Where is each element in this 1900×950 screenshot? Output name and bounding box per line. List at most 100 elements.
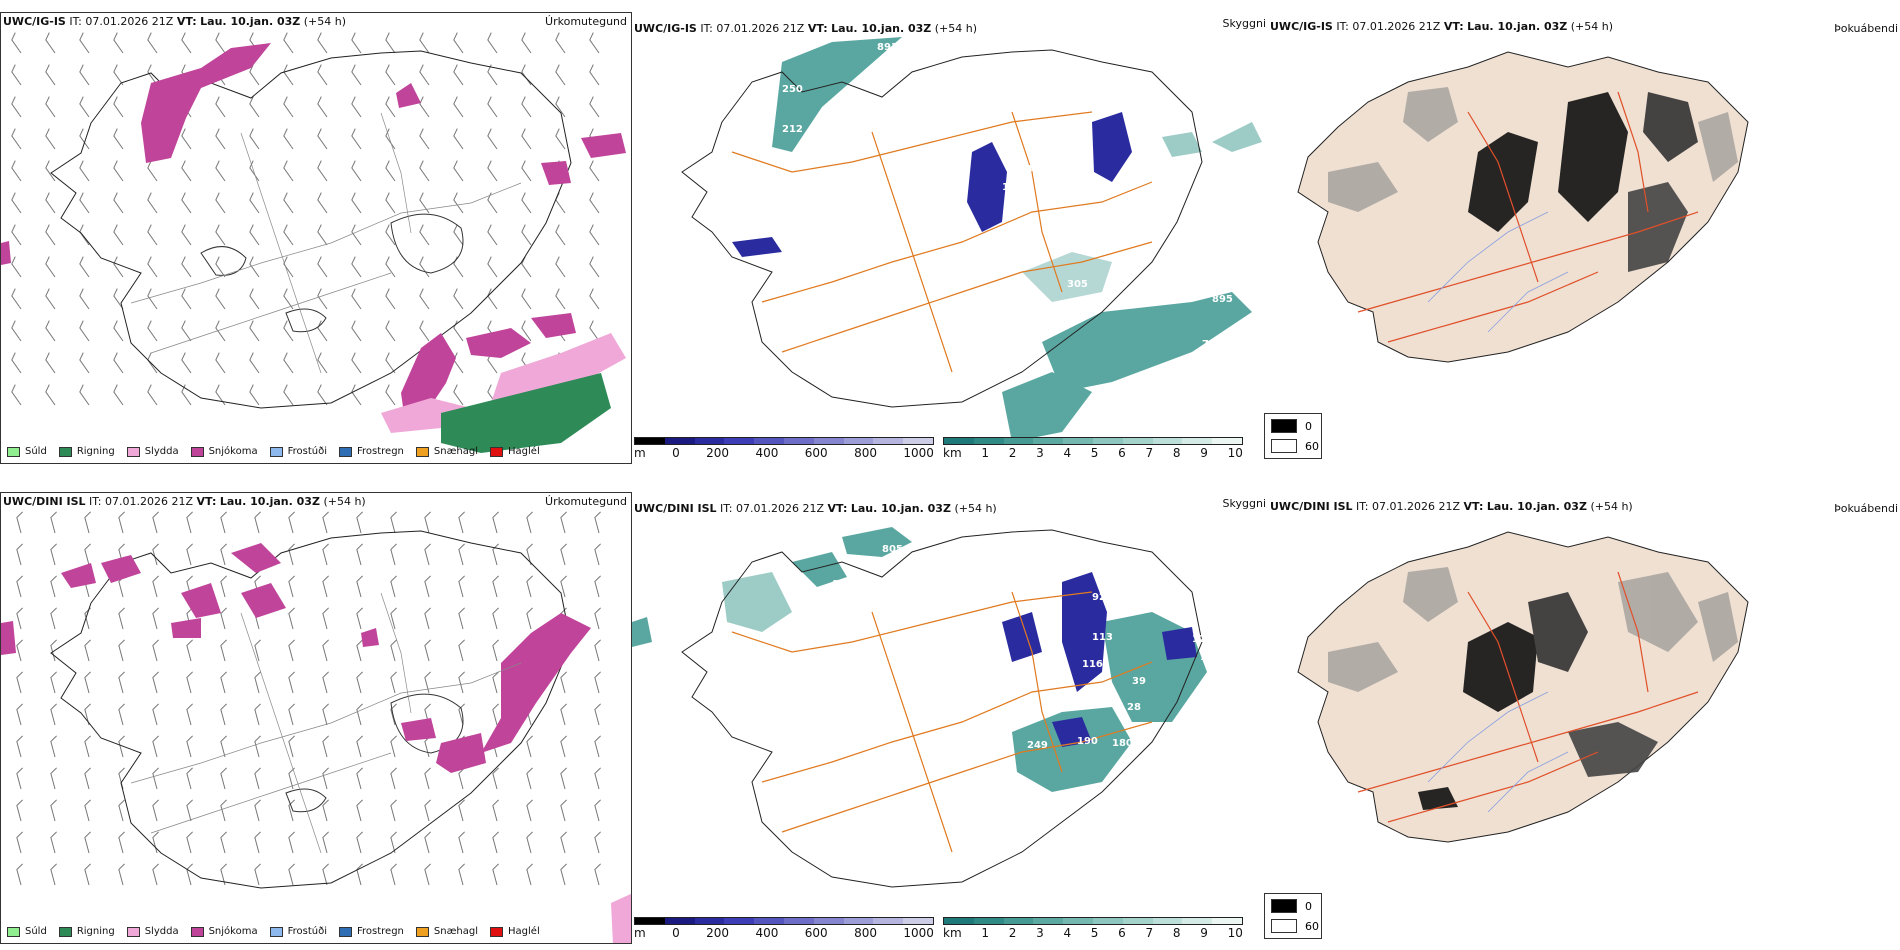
wind-barb (283, 192, 294, 214)
wind-barb (351, 320, 362, 342)
wind-barb (453, 224, 464, 246)
wind-barb (186, 543, 193, 566)
wind-barb (79, 256, 90, 278)
wind-barb (181, 32, 192, 54)
wind-barb (560, 511, 567, 534)
wind-barb (385, 256, 396, 278)
visibility-map: 891 250 212 115 16 124 118 786 305 895 77 12 (681, 37, 1262, 442)
wind-barb (50, 831, 57, 854)
precip-panel-row1: UWC/IG-IS IT: 07.01.2026 21Z VT: Lau. 10… (0, 12, 632, 464)
wind-barb (288, 767, 295, 790)
wind-barb (50, 607, 57, 630)
wind-barb (50, 671, 57, 694)
scale-swatch (973, 918, 1004, 924)
visibility-scale: km 1 2 3 4 5 6 7 8 9 10 (943, 437, 1243, 460)
wind-barb (186, 767, 193, 790)
scale-swatch (635, 438, 665, 444)
wind-barb (152, 671, 159, 694)
wind-barb (458, 799, 465, 822)
visibility-value-label: 895 (1212, 294, 1233, 305)
wind-barb (589, 192, 600, 214)
wind-barb (249, 224, 260, 246)
wind-barb (458, 831, 465, 854)
wind-barb (249, 320, 260, 342)
visibility-value-label: 77 (1202, 339, 1216, 350)
wind-barb (11, 64, 22, 86)
wind-barb (215, 192, 226, 214)
wind-barb (249, 160, 260, 182)
wind-barb (555, 192, 566, 214)
wind-barb (113, 256, 124, 278)
wind-barb (288, 671, 295, 694)
wind-barb (186, 671, 193, 694)
wind-barb (555, 96, 566, 118)
wind-barb (385, 128, 396, 150)
scale-swatch (1152, 438, 1183, 444)
wind-barb (317, 320, 328, 342)
wind-barb (555, 32, 566, 54)
wind-barb (351, 64, 362, 86)
wind-barb (424, 639, 431, 662)
wind-barb (45, 128, 56, 150)
height-scale: m 0 200 400 600 800 1000 (634, 437, 934, 460)
wind-barb (186, 799, 193, 822)
wind-barb (385, 192, 396, 214)
visibility-value-label: 305 (1067, 279, 1088, 290)
wind-barb (453, 256, 464, 278)
visibility-blue-areas (1002, 572, 1197, 747)
wind-barb (215, 160, 226, 182)
wind-barb (11, 352, 22, 374)
panel-title: UWC/IG-IS IT: 07.01.2026 21Z VT: Lau. 10… (634, 22, 978, 35)
wind-barb (118, 511, 125, 534)
wind-barb (560, 575, 567, 598)
wind-barb (594, 639, 601, 662)
wind-barb (594, 767, 601, 790)
wind-barb (45, 32, 56, 54)
wind-barb (322, 607, 329, 630)
wind-barb (50, 639, 57, 662)
wind-barb (594, 511, 601, 534)
wind-barb (220, 607, 227, 630)
wind-barb (84, 543, 91, 566)
wind-barb (351, 128, 362, 150)
wind-barb (249, 288, 260, 310)
visibility-value-label: 39 (1132, 676, 1146, 687)
wind-barb (492, 607, 499, 630)
wind-barb (594, 543, 601, 566)
fog-map (1297, 51, 1749, 363)
wind-barb (147, 160, 158, 182)
wind-barb (16, 511, 23, 534)
wind-barb (351, 256, 362, 278)
wind-barb (283, 32, 294, 54)
wind-barb (424, 575, 431, 598)
wind-barb (288, 511, 295, 534)
rain-areas (441, 373, 611, 453)
wind-barb (220, 831, 227, 854)
iceland-coastline (681, 529, 1203, 888)
wind-barb (356, 607, 363, 630)
visibility-teal-areas (632, 527, 1207, 792)
visibility-value-label: 118 (1002, 182, 1023, 193)
visibility-value-label: 805 (882, 544, 903, 555)
legend-item: Slydda (126, 926, 179, 937)
wind-barb (118, 735, 125, 758)
legend-item: Snæhagl (415, 446, 478, 457)
wind-barb (351, 192, 362, 214)
wind-barb (186, 703, 193, 726)
visibility-value-label: 212 (782, 124, 803, 135)
wind-barb (424, 767, 431, 790)
wind-barb (594, 607, 601, 630)
wind-barb (220, 735, 227, 758)
panel-title: UWC/DINI ISL IT: 07.01.2026 21Z VT: Lau.… (3, 495, 366, 508)
wind-barb (45, 320, 56, 342)
wind-barb (560, 735, 567, 758)
wind-barb (215, 352, 226, 374)
wind-barb (594, 831, 601, 854)
wind-barb (152, 735, 159, 758)
wind-barb (487, 256, 498, 278)
wind-barb (589, 288, 600, 310)
wind-barb (79, 224, 90, 246)
wind-barb (390, 511, 397, 534)
wind-barb (356, 575, 363, 598)
wind-barb (317, 352, 328, 374)
